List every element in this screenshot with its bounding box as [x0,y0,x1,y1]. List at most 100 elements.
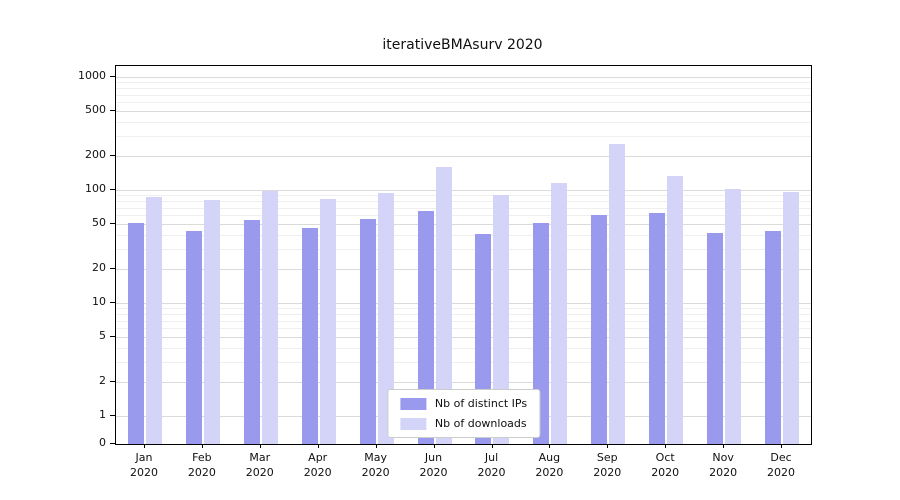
bar-downloads [378,193,394,444]
y-tick-label: 50 [92,216,106,229]
major-gridline [116,303,811,304]
y-tick-mark [110,189,115,190]
bar-distinct-ips [128,223,144,444]
x-tick-mark [201,444,203,448]
bar-downloads [320,198,336,444]
y-tick-mark [110,223,115,224]
bar-distinct-ips [360,218,376,444]
bar-distinct-ips [302,228,318,444]
bar-distinct-ips [418,211,434,444]
y-tick-label: 5 [99,329,106,342]
x-tick-mark [549,444,551,448]
minor-gridline [116,328,811,330]
x-tick-label: Feb 2020 [187,451,216,479]
minor-gridline [116,201,811,202]
x-tick-label: Aug 2020 [535,451,564,479]
minor-gridline [116,102,811,104]
bar-distinct-ips [186,231,202,444]
y-tick-mark [110,76,115,77]
major-gridline [116,77,811,78]
legend-swatch-distinct-ips [399,397,426,410]
minor-gridline [116,348,811,349]
bar-downloads [262,190,278,444]
y-tick-label: 0 [99,436,106,449]
bar-downloads [551,183,567,444]
x-tick-label: Dec 2020 [767,451,795,479]
bar-downloads [493,194,509,444]
x-tick-mark [781,444,782,448]
major-gridline [116,337,811,338]
y-tick-label: 10 [92,295,106,308]
bar-distinct-ips [765,231,781,444]
minor-gridline [116,320,811,322]
bar-distinct-ips [707,232,723,444]
x-tick-mark [433,444,435,448]
minor-gridline [116,207,811,209]
y-tick-label: 20 [92,261,106,274]
bar-downloads [436,166,452,444]
x-tick-label: Jul 2020 [477,451,506,479]
x-tick-mark [259,444,261,448]
x-tick-mark [144,444,145,448]
y-tick-mark [110,415,115,416]
bar-downloads [204,200,220,444]
major-gridline [116,224,811,225]
y-tick-mark [110,268,115,269]
legend-item-distinct-ips: Nb of distinct IPs [399,397,528,410]
x-tick-label: Jun 2020 [419,451,448,479]
bar-distinct-ips [244,220,260,444]
minor-gridline [116,88,811,89]
x-tick-label: Mar 2020 [245,451,274,479]
plot-area: Nb of distinct IPs Nb of downloads [115,65,812,445]
y-tick-mark [110,155,115,156]
minor-gridline [116,215,811,217]
y-tick-label: 1 [99,408,106,421]
major-gridline [116,111,811,112]
x-tick-mark [317,444,319,448]
minor-gridline [116,249,811,251]
minor-gridline [116,136,811,138]
bar-distinct-ips [591,215,607,444]
bar-distinct-ips [533,223,549,444]
chart-title: iterativeBMAsurv 2020 [382,37,543,53]
minor-gridline [116,82,811,84]
y-tick-mark [110,110,115,111]
y-tick-label: 2 [99,374,106,387]
bar-distinct-ips [649,212,665,444]
legend: Nb of distinct IPs Nb of downloads [386,389,541,438]
bar-downloads [783,192,799,444]
x-tick-label: Nov 2020 [709,451,738,479]
x-tick-mark [665,444,667,448]
x-tick-label: Jan 2020 [130,451,158,479]
y-tick-label: 1000 [78,69,106,82]
y-tick-mark [110,381,115,382]
legend-swatch-downloads [399,417,426,430]
x-tick-mark [723,444,725,448]
minor-gridline [116,94,811,96]
bar-downloads [667,176,683,444]
minor-gridline [116,308,811,310]
legend-label-downloads: Nb of downloads [434,417,527,430]
minor-gridline [116,314,811,315]
y-tick-label: 200 [85,148,106,161]
legend-item-downloads: Nb of downloads [399,417,527,430]
major-gridline [116,156,811,157]
major-gridline [116,269,811,270]
y-tick-label: 100 [85,182,106,195]
bar-downloads [146,197,162,444]
x-tick-label: Apr 2020 [303,451,332,479]
y-tick-mark [110,336,115,337]
legend-label-distinct-ips: Nb of distinct IPs [434,397,528,410]
x-tick-label: Sep 2020 [593,451,622,479]
y-tick-mark [110,302,115,303]
minor-gridline [116,235,811,236]
y-tick-label: 500 [85,103,106,116]
bar-downloads [725,188,741,444]
bar-downloads [609,144,625,444]
x-tick-label: May 2020 [361,451,390,479]
major-gridline [116,190,811,191]
x-tick-label: Oct 2020 [651,451,680,479]
x-tick-mark [491,444,493,448]
minor-gridline [116,122,811,123]
